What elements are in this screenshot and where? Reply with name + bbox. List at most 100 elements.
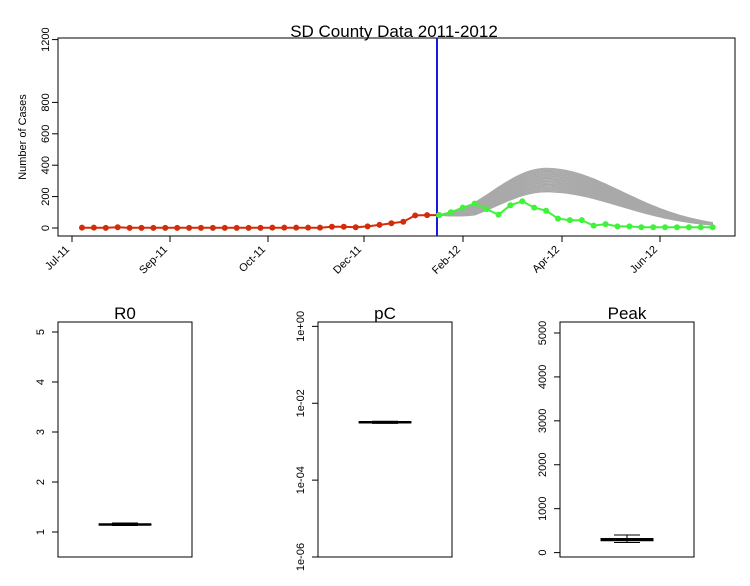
forecast-point [590, 222, 597, 229]
fit-point [376, 221, 383, 228]
y-tick-label: 2000 [537, 453, 549, 477]
forecast-point [555, 215, 561, 222]
y-tick-label: 400 [40, 156, 52, 174]
fit-point [317, 224, 323, 231]
forecast-point [662, 224, 669, 231]
fit-point [186, 224, 193, 231]
x-tick-label: Apr-12 [530, 244, 562, 276]
forecast-point [483, 206, 490, 213]
forecast-point [626, 223, 633, 230]
time-series-chart: SD County Data 2011-2012 Number of Cases… [17, 22, 736, 277]
chart-title: SD County Data 2011-2012 [290, 22, 498, 41]
fit-point [174, 224, 181, 231]
y-tick-label: 5000 [537, 321, 549, 345]
x-tick-label: Dec-11 [331, 244, 364, 277]
y-tick-label: 0 [40, 225, 52, 231]
x-tick-label: Oct-11 [237, 244, 268, 275]
y-axis-label: Number of Cases [17, 94, 29, 180]
box-plot-title: Peak [608, 304, 647, 323]
y-tick-label: 1000 [537, 496, 549, 520]
forecast-point [495, 211, 502, 218]
forecast-point [685, 224, 692, 231]
y-tick-label: 800 [40, 93, 52, 111]
fit-point [102, 224, 109, 231]
plot-frame [317, 321, 453, 558]
y-tick-label: 1e-04 [295, 466, 307, 494]
fit-point [245, 224, 252, 231]
y-tick-label: 200 [40, 187, 52, 205]
fit-point [388, 220, 395, 227]
fit-point [257, 224, 264, 231]
fit-point [269, 224, 276, 231]
y-tick-label: 4000 [537, 365, 549, 389]
forecast-point [709, 224, 716, 231]
ensemble-curve [438, 167, 713, 223]
forecast-point [543, 207, 550, 214]
forecast-point [674, 224, 680, 231]
x-tick-label: Jul-11 [43, 244, 72, 273]
y-tick-label: 5 [35, 329, 47, 335]
fit-point [400, 218, 407, 225]
y-tick-label: 3000 [537, 409, 549, 433]
plot-frame [57, 321, 193, 558]
y-axis: 0 200 400 600 800 1200 [40, 27, 59, 231]
forecast-point [697, 224, 704, 231]
fit-point [305, 224, 312, 231]
forecast-point [614, 223, 621, 230]
fit-point [328, 223, 335, 230]
fit-point [221, 224, 228, 231]
fit-point [233, 224, 240, 231]
forecast-point [578, 217, 585, 224]
fit-point [198, 224, 204, 231]
fit-point [114, 224, 121, 231]
y-tick-label: 2 [35, 479, 47, 485]
fit-point [150, 224, 157, 231]
y-tick-label: 1e-02 [295, 389, 307, 417]
x-tick-label: Sep-11 [137, 244, 170, 277]
forecast-point [459, 204, 466, 211]
series-fit [79, 212, 442, 231]
y-tick-label: 600 [40, 125, 52, 143]
x-tick-label: Jun-12 [628, 244, 660, 276]
box-plot-pc: pC 1e-06 1e-04 1e-02 1e+00 [295, 304, 453, 571]
forecast-point [471, 200, 478, 207]
y-tick-label: 1200 [40, 27, 52, 51]
y-tick-label: 1e+00 [295, 311, 307, 342]
plot-frame [559, 321, 695, 558]
forecast-point [602, 221, 609, 228]
fit-point [340, 223, 347, 230]
fit-point [424, 212, 431, 219]
fit-point [162, 224, 169, 231]
box-plot-title: R0 [114, 304, 136, 323]
y-tick-label: 3 [35, 429, 47, 435]
forecast-point [436, 212, 442, 219]
forecast-ensemble [438, 167, 713, 226]
forecast-point [519, 198, 526, 205]
forecast-point [507, 202, 514, 209]
fit-point [138, 224, 145, 231]
fit-point [281, 224, 288, 231]
box-plot-peak: Peak 0 1000 2000 3000 4000 5000 [537, 304, 695, 558]
x-axis: Jul-11 Sep-11 Oct-11 Dec-11 Feb-12 Apr-12 Jun-… [43, 235, 661, 277]
forecast-point [447, 209, 454, 216]
fit-point [90, 224, 97, 231]
y-tick-label: 1 [35, 529, 47, 535]
fit-point [293, 224, 300, 231]
fit-point [126, 224, 133, 231]
fit-point [352, 224, 359, 231]
forecast-point [566, 217, 573, 224]
forecast-point [531, 204, 538, 211]
fit-point [209, 224, 216, 231]
x-tick-label: Feb-12 [430, 244, 463, 277]
series-forecast [436, 198, 716, 231]
forecast-point [650, 224, 657, 231]
fit-point [412, 212, 419, 219]
y-tick-label: 1e-06 [295, 543, 307, 571]
y-tick-label: 4 [35, 379, 47, 385]
box-plot-r0: R0 1 2 3 4 5 [35, 304, 193, 558]
fit-point [79, 224, 85, 231]
forecast-point [638, 224, 645, 231]
box-plot-title: pC [374, 304, 396, 323]
fit-point [364, 223, 371, 230]
